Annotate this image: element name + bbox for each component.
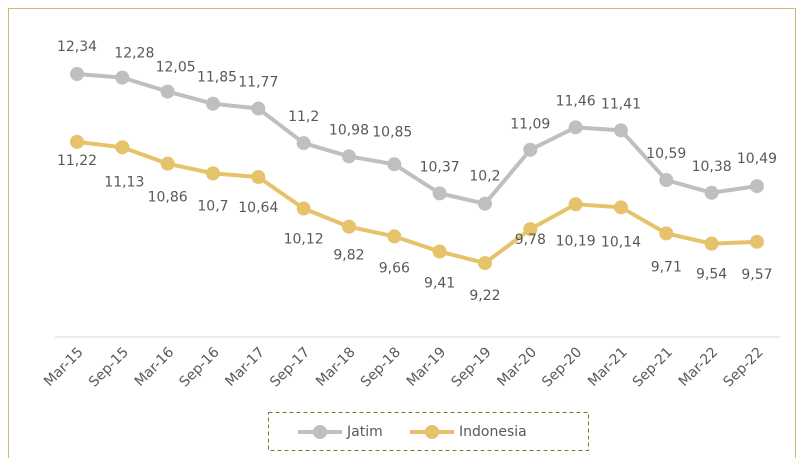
line	[76, 72, 758, 206]
data-label: 11,85	[197, 70, 237, 86]
data-label: 10,19	[556, 233, 596, 249]
legend-marker	[313, 425, 327, 439]
x-tick-label: Mar-16	[132, 344, 178, 390]
marker	[341, 219, 356, 234]
marker	[70, 134, 84, 149]
legend-label: Indonesia	[459, 424, 527, 440]
legend-label: Jatim	[346, 424, 383, 440]
marker	[251, 101, 266, 116]
x-tick-label: Mar-22	[676, 344, 722, 390]
data-label: 12,05	[156, 60, 196, 76]
marker	[251, 170, 266, 185]
frame	[8, 8, 796, 458]
marker	[160, 84, 175, 99]
data-label: 11,09	[510, 117, 550, 133]
x-tick-label: Mar-20	[494, 344, 540, 390]
line	[76, 139, 758, 266]
data-label: 10,64	[238, 200, 278, 216]
data-label: 10,98	[329, 122, 369, 138]
x-tick-label: Mar-21	[585, 344, 631, 390]
marker	[613, 200, 628, 215]
x-tick-label: Sep-19	[448, 344, 494, 390]
marker	[341, 149, 356, 164]
x-tick-label: Sep-21	[630, 344, 676, 390]
marker	[523, 142, 538, 157]
marker	[296, 136, 311, 151]
marker	[205, 96, 220, 111]
data-label: 9,54	[696, 267, 727, 283]
data-label: 10,2	[469, 169, 500, 185]
data-label: 10,86	[148, 190, 188, 206]
marker	[115, 70, 130, 85]
marker	[659, 226, 674, 241]
legend-marker	[425, 425, 439, 439]
marker	[387, 157, 402, 172]
marker	[205, 166, 220, 181]
data-label: 9,71	[651, 259, 682, 275]
data-label: 12,28	[114, 46, 154, 62]
data-label: 9,22	[469, 288, 500, 304]
marker	[477, 256, 492, 271]
marker	[749, 179, 764, 194]
data-label: 9,41	[424, 276, 455, 292]
data-label: 11,2	[288, 109, 319, 125]
marker	[477, 196, 492, 211]
data-label: 10,59	[646, 146, 686, 162]
data-label: 10,37	[420, 159, 460, 175]
x-tick-label: Mar-17	[222, 344, 268, 390]
data-label: 10,85	[372, 124, 412, 140]
marker	[704, 236, 719, 251]
marker	[749, 234, 764, 249]
data-label: 11,41	[601, 96, 641, 112]
data-label: 11,77	[238, 75, 278, 91]
data-label: 9,57	[741, 267, 772, 283]
data-label: 9,66	[379, 260, 410, 276]
data-label: 10,12	[284, 232, 324, 248]
x-tick-label: Sep-16	[176, 344, 222, 390]
data-label: 12,34	[57, 39, 97, 55]
marker	[160, 156, 175, 171]
data-label: 11,22	[57, 153, 97, 169]
x-tick-label: Sep-18	[358, 344, 404, 390]
marker	[387, 229, 402, 244]
x-tick-label: Sep-17	[267, 344, 313, 390]
data-label: 10,14	[601, 234, 641, 250]
data-label: 10,38	[692, 159, 732, 175]
x-tick-label: Mar-18	[313, 344, 359, 390]
marker	[568, 120, 583, 135]
x-tick-label: Mar-19	[404, 344, 450, 390]
legend-box	[268, 412, 589, 451]
marker	[296, 201, 311, 216]
marker	[432, 244, 447, 259]
marker	[432, 186, 447, 201]
marker	[704, 185, 719, 200]
x-tick-label: Sep-22	[720, 344, 766, 390]
data-label: 10,7	[197, 198, 228, 214]
x-tick-label: Sep-20	[539, 344, 585, 390]
data-label: 11,46	[556, 93, 596, 109]
marker	[613, 123, 628, 138]
marker	[115, 140, 130, 155]
marker	[568, 197, 583, 212]
marker	[523, 222, 538, 237]
data-label: 9,82	[333, 248, 364, 264]
x-tick-label: Sep-15	[86, 344, 132, 390]
marker	[659, 173, 674, 188]
data-label: 10,49	[737, 151, 777, 167]
data-label: 9,78	[515, 232, 546, 248]
data-label: 11,13	[104, 174, 144, 190]
x-tick-label: Mar-15	[41, 344, 87, 390]
marker	[70, 66, 84, 81]
